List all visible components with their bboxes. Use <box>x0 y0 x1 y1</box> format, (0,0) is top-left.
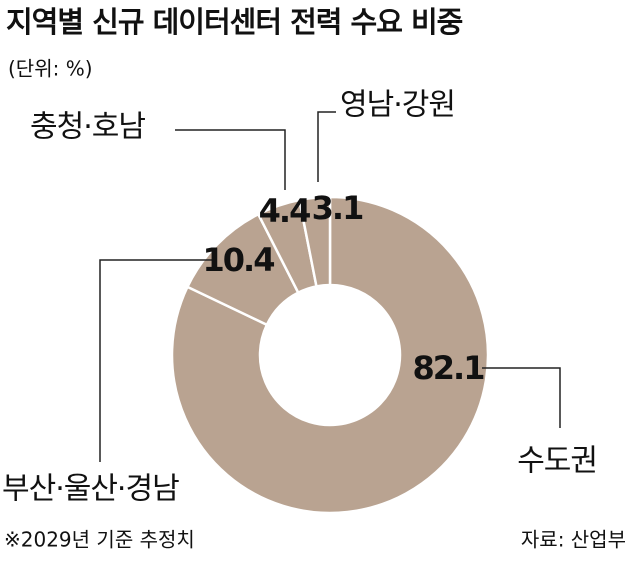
leader-line <box>317 111 336 182</box>
value-label: 4.4 <box>259 192 310 230</box>
value-label: 3.1 <box>312 189 363 227</box>
category-label: 충청·호남 <box>30 110 145 145</box>
leader-line <box>482 367 561 428</box>
source: 자료: 산업부 <box>521 528 626 552</box>
unit-note: (단위: %) <box>8 57 93 81</box>
chart-title: 지역별 신규 데이터센터 전력 수요 비중 <box>6 5 463 39</box>
category-label: 수도권 <box>517 444 597 479</box>
donut-slice <box>297 195 332 288</box>
value-label: 10.4 <box>203 241 275 279</box>
category-label: 부산·울산·경남 <box>2 472 179 507</box>
donut-slice <box>170 195 490 515</box>
footnote: ※2029년 기준 추정치 <box>4 528 195 552</box>
leader-line <box>175 129 286 190</box>
leader-line <box>99 259 212 462</box>
category-label: 영남·강원 <box>340 88 455 123</box>
value-label: 82.1 <box>413 349 485 387</box>
